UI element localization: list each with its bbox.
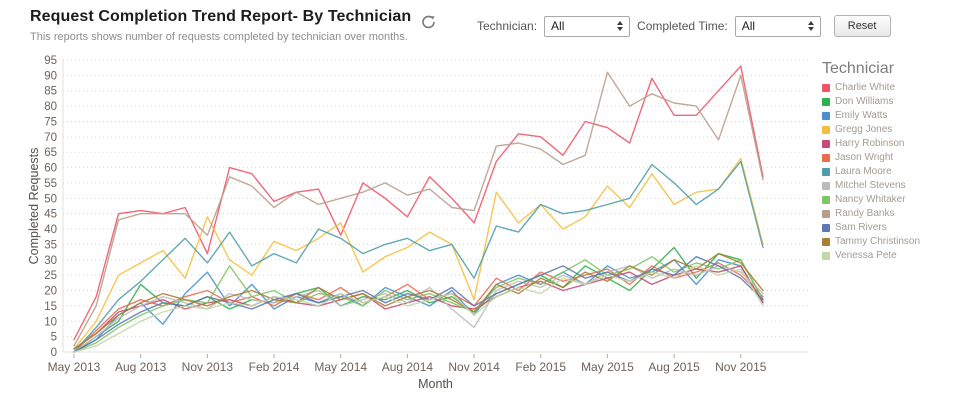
legend-label: Charlie White [835, 82, 896, 93]
series-line-randy-banks [73, 71, 764, 347]
technician-select-value: All [551, 19, 565, 33]
x-tick-label: Feb 2015 [515, 360, 566, 374]
y-axis-title: Completed Requests [27, 148, 41, 265]
legend-label: Harry Robinson [835, 138, 905, 149]
y-tick-label: 55 [44, 178, 57, 190]
x-tick-label: Aug 2014 [382, 360, 434, 374]
legend-label: Sam Rivers [835, 222, 887, 233]
completed-time-select-value: All [741, 19, 756, 33]
legend-item-jason-wright[interactable]: Jason Wright [822, 152, 956, 163]
x-tick-label: Nov 2015 [715, 360, 767, 374]
chart-legend: Techniciar Charlie White Don Williams Emil… [822, 60, 956, 264]
x-axis-title: Month [418, 377, 453, 391]
y-tick-label: 85 [44, 86, 57, 98]
legend-item-don-williams[interactable]: Don Williams [822, 96, 956, 107]
legend-item-charlie-white[interactable]: Charlie White [822, 82, 956, 93]
series-line-sam-rivers [73, 255, 764, 353]
y-tick-label: 75 [44, 116, 57, 128]
legend-swatch-icon [822, 139, 830, 148]
reset-button[interactable]: Reset [833, 15, 891, 37]
y-tick-label: 35 [44, 239, 57, 251]
legend-swatch-icon [822, 251, 830, 260]
legend-label: Gregg Jones [835, 124, 893, 135]
legend-swatch-icon [822, 237, 830, 246]
line-chart: 0 5 10 15 20 25 30 35 40 45 50 55 60 65 70 75 80 85 90 95 Ma… [27, 55, 808, 391]
legend-items: Charlie White Don Williams Emily Watts Greg… [822, 82, 956, 261]
legend-swatch-icon [822, 111, 830, 120]
x-tick-label: May 2014 [314, 360, 367, 374]
y-tick-label: 80 [44, 101, 57, 113]
y-tick-label: 15 [44, 301, 57, 313]
legend-item-laura-moore[interactable]: Laura Moore [822, 166, 956, 177]
chevron-up-down-icon [615, 20, 625, 32]
y-tick-label: 60 [44, 163, 57, 175]
legend-swatch-icon [822, 125, 830, 134]
y-tick-label: 25 [44, 270, 57, 282]
y-tick-label: 30 [44, 255, 57, 267]
legend-label: Laura Moore [835, 166, 892, 177]
legend-item-randy-banks[interactable]: Randy Banks [822, 208, 956, 219]
y-tick-label: 45 [44, 209, 57, 221]
legend-item-venessa-pete[interactable]: Venessa Pete [822, 250, 956, 261]
y-tick-label: 95 [44, 55, 57, 67]
x-tick-label: Feb 2014 [249, 360, 300, 374]
completed-time-select[interactable]: All [734, 15, 821, 37]
legend-item-nancy-whitaker[interactable]: Nancy Whitaker [822, 194, 956, 205]
technician-select[interactable]: All [544, 15, 631, 37]
legend-label: Emily Watts [835, 110, 888, 121]
series-line-venessa-pete [73, 265, 764, 353]
y-tick-label: 0 [51, 347, 57, 359]
technician-filter-label: Technician: [477, 19, 538, 33]
page-title: Request Completion Trend Report- By Tech… [30, 8, 412, 25]
y-tick-label: 20 [44, 286, 57, 298]
y-tick-label: 50 [44, 193, 57, 205]
completed-time-filter-label: Completed Time: [637, 19, 728, 33]
x-tick-label: Aug 2015 [648, 360, 700, 374]
legend-label: Nancy Whitaker [835, 194, 906, 205]
x-tick-label: May 2013 [48, 360, 101, 374]
legend-swatch-icon [822, 83, 830, 92]
legend-swatch-icon [822, 209, 830, 218]
y-tick-label: 10 [44, 316, 57, 328]
legend-item-mitchel-stevens[interactable]: Mitchel Stevens [822, 180, 956, 191]
legend-label: Randy Banks [835, 208, 895, 219]
legend-item-tammy-christinson[interactable]: Tammy Christinson [822, 236, 956, 247]
legend-swatch-icon [822, 167, 830, 176]
legend-item-sam-rivers[interactable]: Sam Rivers [822, 222, 956, 233]
y-tick-label: 40 [44, 224, 57, 236]
series-line-harry-robinson [73, 265, 764, 350]
chevron-up-down-icon [806, 20, 816, 32]
legend-item-gregg-jones[interactable]: Gregg Jones [822, 124, 956, 135]
x-tick-label: Aug 2013 [115, 360, 167, 374]
series-line-charlie-white [73, 65, 764, 341]
refresh-icon[interactable] [420, 13, 438, 31]
legend-label: Don Williams [835, 96, 894, 107]
x-tick-label: May 2015 [581, 360, 634, 374]
legend-swatch-icon [822, 97, 830, 106]
legend-label: Mitchel Stevens [835, 180, 906, 191]
legend-swatch-icon [822, 195, 830, 204]
legend-item-emily-watts[interactable]: Emily Watts [822, 110, 956, 121]
y-tick-label: 70 [44, 132, 57, 144]
y-tick-label: 65 [44, 147, 57, 159]
y-tick-label: 5 [51, 332, 57, 344]
legend-label: Tammy Christinson [835, 236, 921, 247]
legend-label: Venessa Pete [835, 250, 897, 261]
legend-swatch-icon [822, 181, 830, 190]
legend-swatch-icon [822, 153, 830, 162]
legend-swatch-icon [822, 223, 830, 232]
series-line-laura-moore [73, 160, 764, 353]
series-line-gregg-jones [73, 157, 764, 350]
legend-label: Jason Wright [835, 152, 894, 163]
page-subtitle: This reports shows number of requests co… [30, 31, 408, 43]
series-line-mitchel-stevens [73, 265, 764, 353]
series-line-jason-wright [73, 262, 764, 353]
legend-title: Techniciar [822, 60, 895, 77]
x-tick-label: Nov 2014 [448, 360, 500, 374]
legend-item-harry-robinson[interactable]: Harry Robinson [822, 138, 956, 149]
filter-bar: Technician: All Completed Time: All Rese… [477, 15, 891, 37]
x-tick-label: Nov 2013 [182, 360, 234, 374]
y-tick-label: 90 [44, 70, 57, 82]
